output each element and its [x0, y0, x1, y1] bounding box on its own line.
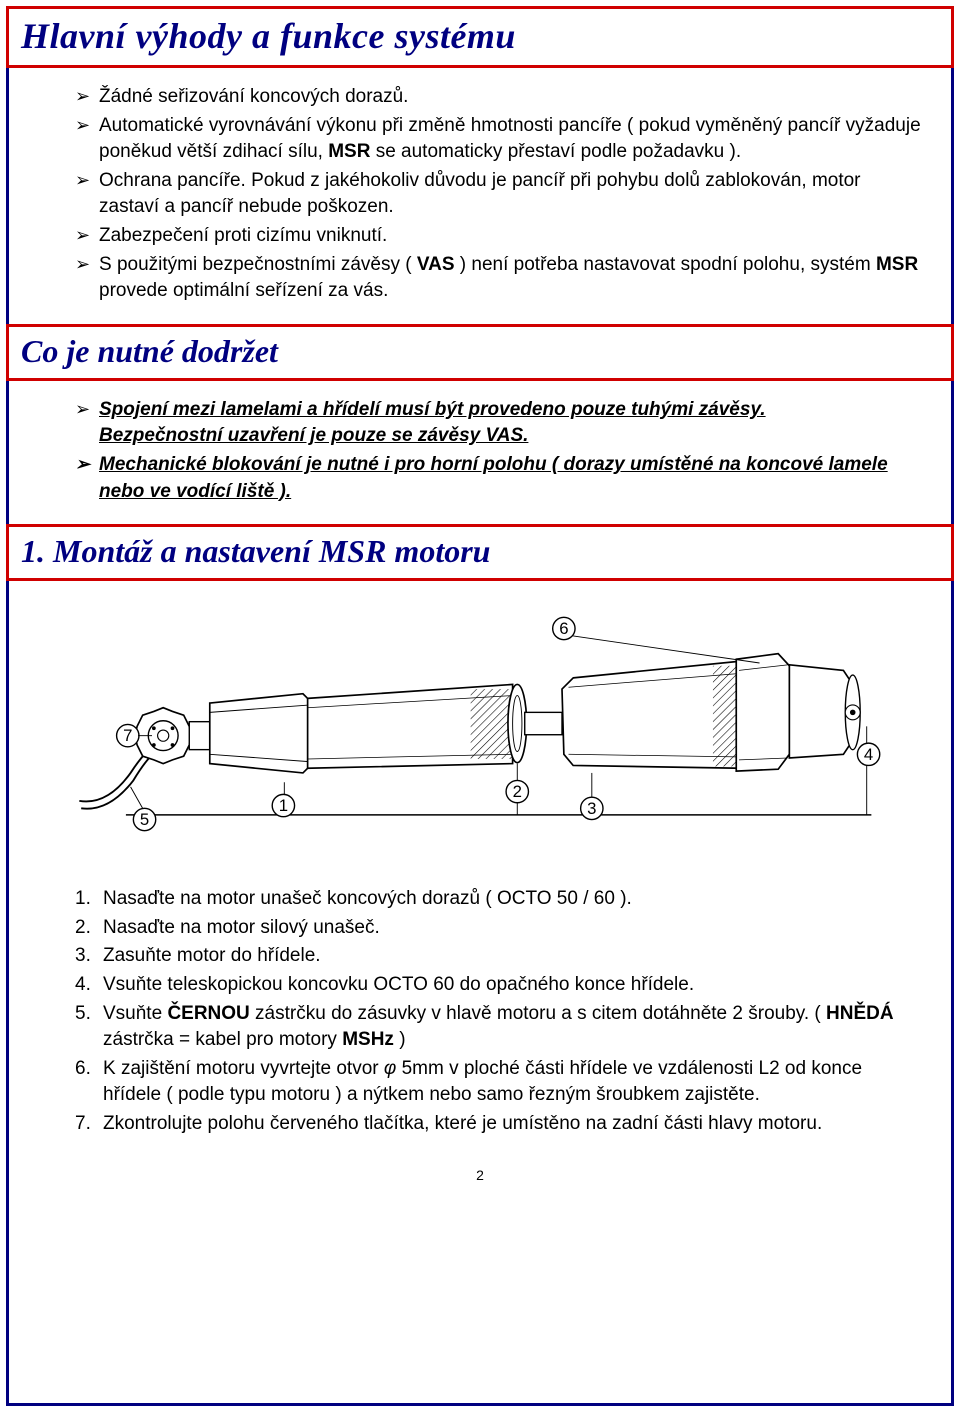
list-item: Nasaďte na motor unašeč koncových dorazů…: [75, 886, 921, 913]
list-item: Automatické vyrovnávání výkonu při změně…: [75, 113, 921, 166]
list-item: Vsuňte ČERNOU zástrčku do zásuvky v hlav…: [75, 1001, 921, 1054]
list-item: Nasaďte na motor silový unašeč.: [75, 915, 921, 942]
page-number: 2: [39, 1167, 921, 1183]
diagram-label-4: 4: [864, 745, 873, 764]
section2-b1-line1: Spojení mezi lamelami a hřídelí musí být…: [99, 399, 766, 420]
section2-title: Co je nutné dodržet: [21, 333, 939, 370]
list-item: Spojení mezi lamelami a hřídelí musí být…: [75, 397, 921, 450]
diagram-label-3: 3: [587, 799, 596, 818]
list-item: S použitými bezpečnostními závěsy ( VAS …: [75, 252, 921, 305]
list-item: Vsuňte teleskopickou koncovku OCTO 60 do…: [75, 972, 921, 999]
list-item: K zajištění motoru vyvrtejte otvor φ 5mm…: [75, 1056, 921, 1109]
list-item: Zabezpečení proti cizímu vniknutí.: [75, 223, 921, 250]
section1-title: Hlavní výhody a funkce systému: [21, 15, 939, 57]
list-item: Zkontrolujte polohu červeného tlačítka, …: [75, 1111, 921, 1138]
page-container: Hlavní výhody a funkce systému Žádné seř…: [6, 6, 954, 1406]
section2-bullets: Spojení mezi lamelami a hřídelí musí být…: [75, 397, 921, 505]
diagram-label-5: 5: [140, 810, 149, 829]
section3-title-box: 1. Montáž a nastavení MSR motoru: [6, 524, 954, 581]
diagram-label-7: 7: [123, 726, 132, 745]
section3-steps: Nasaďte na motor unašeč koncových dorazů…: [75, 886, 921, 1137]
motor-diagram: 1 2 3 4 5 6 7: [39, 605, 921, 862]
section2-b1-line2: Bezpečnostní uzavření je pouze se závěsy…: [99, 425, 528, 446]
diagram-label-6: 6: [559, 619, 568, 638]
section3-title: 1. Montáž a nastavení MSR motoru: [21, 533, 939, 570]
section2-title-box: Co je nutné dodržet: [6, 324, 954, 381]
list-item: Ochrana pancíře. Pokud z jakéhokoliv dův…: [75, 168, 921, 221]
motor-diagram-svg: 1 2 3 4 5 6 7: [70, 605, 890, 857]
list-item: Žádné seřizování koncových dorazů.: [75, 84, 921, 111]
diagram-label-1: 1: [279, 796, 288, 815]
section1-bullets: Žádné seřizování koncových dorazů. Autom…: [75, 84, 921, 305]
section1-title-box: Hlavní výhody a funkce systému: [6, 6, 954, 68]
list-item: Zasuňte motor do hřídele.: [75, 943, 921, 970]
list-item: Mechanické blokování je nutné i pro horn…: [75, 452, 921, 505]
diagram-label-2: 2: [513, 782, 522, 801]
